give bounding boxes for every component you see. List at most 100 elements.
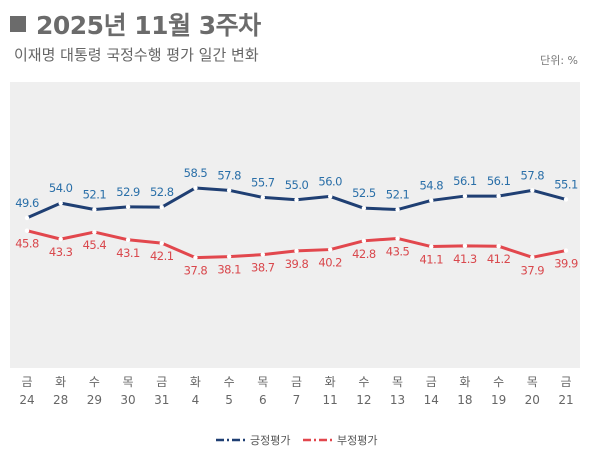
data-label: 57.8 bbox=[521, 168, 545, 182]
data-label: 37.9 bbox=[521, 263, 545, 277]
x-tick-day: 화 bbox=[459, 375, 470, 389]
data-label: 39.9 bbox=[554, 257, 578, 271]
data-label: 56.1 bbox=[453, 174, 477, 188]
legend-label: 긍정평가 bbox=[250, 434, 290, 447]
data-point bbox=[92, 229, 97, 235]
data-label: 45.8 bbox=[15, 237, 39, 251]
x-tick-day: 금 bbox=[156, 375, 167, 389]
data-point bbox=[530, 188, 535, 193]
data-label: 52.1 bbox=[386, 188, 410, 202]
data-label: 56.0 bbox=[318, 174, 342, 188]
data-point bbox=[260, 195, 266, 200]
data-label: 58.5 bbox=[184, 166, 208, 180]
x-tick-day: 목 bbox=[257, 375, 268, 389]
chart-title-text: 2025년 11월 3주차 bbox=[36, 11, 261, 40]
data-point bbox=[563, 248, 569, 253]
data-label: 54.8 bbox=[419, 178, 443, 192]
chart-title: 2025년 11월 3주차 bbox=[10, 6, 261, 42]
x-tick-date: 19 bbox=[491, 393, 506, 407]
data-label: 52.9 bbox=[116, 185, 140, 199]
x-tick-date: 24 bbox=[19, 393, 34, 407]
data-label: 43.3 bbox=[49, 245, 73, 259]
x-tick-date: 20 bbox=[525, 393, 540, 407]
data-point bbox=[530, 255, 535, 260]
data-label: 41.1 bbox=[419, 253, 443, 267]
data-point bbox=[58, 200, 63, 206]
data-point bbox=[226, 254, 232, 259]
plot-area bbox=[10, 82, 580, 368]
data-label: 38.7 bbox=[251, 261, 275, 275]
x-tick-day: 수 bbox=[358, 375, 369, 389]
x-tick-day: 목 bbox=[123, 375, 134, 389]
data-point bbox=[92, 207, 97, 212]
data-label: 52.1 bbox=[83, 188, 107, 202]
data-point bbox=[125, 237, 131, 243]
data-point bbox=[327, 247, 333, 252]
x-tick-date: 6 bbox=[259, 393, 267, 407]
x-tick-day: 금 bbox=[560, 375, 571, 389]
data-point bbox=[429, 244, 434, 249]
x-tick-date: 4 bbox=[192, 393, 200, 407]
data-label: 56.1 bbox=[487, 174, 511, 188]
data-point bbox=[294, 248, 299, 254]
x-tick-day: 화 bbox=[190, 375, 201, 389]
data-label: 37.8 bbox=[184, 264, 208, 278]
data-label: 38.1 bbox=[217, 263, 241, 277]
square-bullet-icon bbox=[10, 16, 26, 32]
x-tick-date: 7 bbox=[293, 393, 301, 407]
data-point bbox=[193, 185, 198, 191]
x-tick-date: 13 bbox=[390, 393, 405, 407]
x-tick-day: 금 bbox=[426, 375, 437, 389]
x-tick-date: 11 bbox=[323, 393, 338, 407]
data-point bbox=[226, 188, 232, 193]
data-label: 55.7 bbox=[251, 175, 275, 189]
x-tick-date: 28 bbox=[53, 393, 68, 407]
x-tick-day: 화 bbox=[325, 375, 336, 389]
data-label: 55.0 bbox=[285, 178, 309, 192]
chart-subtitle: 이재명 대통령 국정수행 평가 일간 변화 bbox=[14, 46, 259, 64]
data-point bbox=[361, 205, 367, 211]
data-point bbox=[58, 236, 63, 242]
x-tick-day: 금 bbox=[21, 375, 32, 389]
data-point bbox=[24, 228, 30, 233]
x-tick-date: 30 bbox=[120, 393, 135, 407]
x-tick-day: 수 bbox=[224, 375, 235, 389]
data-point bbox=[125, 204, 131, 210]
x-tick-day: 수 bbox=[493, 375, 504, 389]
x-tick-day: 목 bbox=[527, 375, 538, 389]
data-label: 52.8 bbox=[150, 185, 174, 199]
data-point bbox=[294, 197, 299, 202]
data-point bbox=[563, 197, 569, 202]
data-point bbox=[24, 215, 30, 221]
data-label: 42.8 bbox=[352, 247, 376, 261]
data-point bbox=[361, 238, 367, 244]
x-tick-day: 금 bbox=[291, 375, 302, 389]
data-label: 45.4 bbox=[83, 238, 107, 252]
data-point bbox=[260, 252, 266, 257]
data-point bbox=[462, 243, 468, 249]
data-point bbox=[159, 204, 164, 210]
x-tick-day: 수 bbox=[89, 375, 100, 389]
data-point bbox=[395, 207, 400, 212]
data-point bbox=[395, 236, 400, 241]
data-label: 54.0 bbox=[49, 181, 73, 195]
data-point bbox=[429, 198, 434, 203]
data-label: 40.2 bbox=[318, 256, 342, 270]
data-point bbox=[327, 194, 333, 199]
data-point bbox=[496, 243, 501, 249]
x-tick-date: 12 bbox=[356, 393, 371, 407]
x-tick-date: 31 bbox=[154, 393, 169, 407]
data-label: 42.1 bbox=[150, 249, 174, 263]
data-label: 41.3 bbox=[453, 252, 477, 266]
data-label: 55.1 bbox=[554, 177, 578, 191]
x-tick-day: 목 bbox=[392, 375, 403, 389]
data-label: 43.5 bbox=[386, 244, 410, 258]
x-tick-date: 18 bbox=[457, 393, 472, 407]
data-label: 52.5 bbox=[352, 186, 376, 200]
x-tick-date: 5 bbox=[225, 393, 233, 407]
data-label: 39.8 bbox=[285, 257, 309, 271]
x-tick-date: 14 bbox=[424, 393, 439, 407]
x-tick-date: 29 bbox=[87, 393, 102, 407]
